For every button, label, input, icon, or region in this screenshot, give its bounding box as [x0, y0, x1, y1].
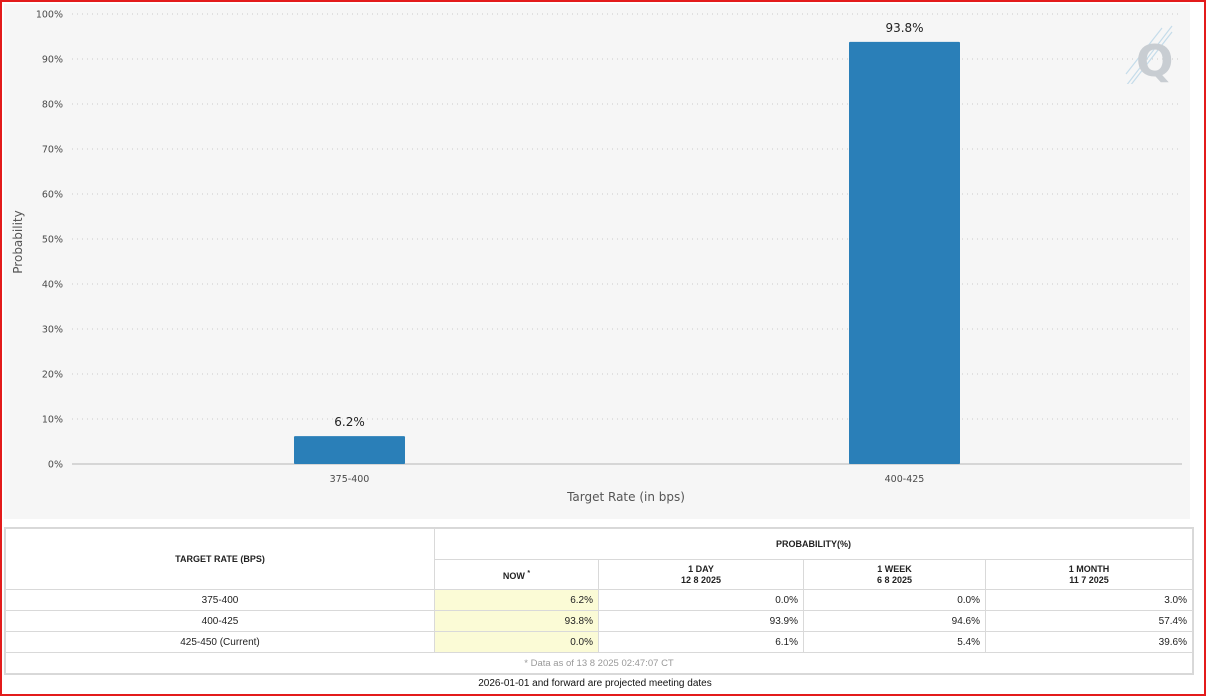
x-tick-label: 375-400 [330, 474, 370, 485]
week-cell: 5.4% [803, 631, 986, 653]
col-header-1-week: 1 WEEK 6 8 2025 [803, 559, 986, 590]
month-cell: 3.0% [985, 589, 1193, 611]
y-tick-label: 20% [42, 370, 63, 381]
month-cell: 57.4% [985, 610, 1193, 632]
bar[interactable] [849, 41, 960, 465]
y-tick-label: 60% [42, 190, 63, 201]
table-row: 400-425 93.8% 93.9% 94.6% 57.4% [5, 610, 1193, 632]
now-cell: 93.8% [434, 610, 599, 632]
col-header-1-month: 1 MONTH 11 7 2025 [985, 559, 1193, 590]
col-header-1-day: 1 DAY 12 8 2025 [598, 559, 804, 590]
chart-area: 0% 10% 20% 30% 40% 50% 60% 70% 80% 90% 100% 6.2% 93… [4, 4, 1190, 519]
y-tick-label: 50% [42, 235, 63, 246]
now-cell: 0.0% [434, 631, 599, 653]
target-rate-header: TARGET RATE (BPS) [5, 528, 435, 590]
q-logo-icon: Q [1125, 25, 1173, 84]
col-header-now-marker: * [527, 569, 531, 577]
y-tick-label: 100% [36, 10, 63, 21]
y-tick-label: 40% [42, 280, 63, 291]
day-cell: 0.0% [598, 589, 804, 611]
table-row: 425-450 (Current) 0.0% 6.1% 5.4% 39.6% [5, 631, 1193, 653]
col-header-date: 12 8 2025 [680, 574, 722, 585]
month-cell: 39.6% [985, 631, 1193, 653]
y-axis-ticks: 0% 10% 20% 30% 40% 50% 60% 70% 80% 90% 100% [36, 10, 63, 471]
now-cell: 6.2% [434, 589, 599, 611]
probability-table: TARGET RATE (BPS) PROBABILITY(%) NOW * 1… [5, 528, 1193, 674]
rate-cell: 375-400 [5, 589, 435, 611]
day-cell: 93.9% [598, 610, 804, 632]
week-cell: 94.6% [803, 610, 986, 632]
col-header-now-label: NOW [502, 570, 525, 581]
x-axis-ticks: 375-400 400-425 [330, 474, 925, 485]
data-timestamp-footnote: * Data as of 13 8 2025 02:47:07 CT [5, 652, 1193, 674]
y-tick-label: 90% [42, 55, 63, 66]
x-tick-label: 400-425 [885, 474, 925, 485]
svg-text:Q: Q [1136, 36, 1173, 84]
table-row: 375-400 6.2% 0.0% 0.0% 3.0% [5, 589, 1193, 611]
probability-header: PROBABILITY(%) [434, 528, 1193, 560]
y-tick-label: 0% [48, 460, 63, 471]
probability-table-container: TARGET RATE (BPS) PROBABILITY(%) NOW * 1… [4, 527, 1194, 675]
week-cell: 0.0% [803, 589, 986, 611]
y-tick-label: 30% [42, 325, 63, 336]
col-header-label: 1 WEEK [877, 563, 912, 574]
day-cell: 6.1% [598, 631, 804, 653]
col-header-now: NOW * [434, 559, 599, 590]
y-axis-title: Probability [11, 210, 25, 273]
y-tick-label: 70% [42, 145, 63, 156]
bar-data-label: 93.8% [885, 21, 923, 35]
rate-cell: 400-425 [5, 610, 435, 632]
x-axis-title: Target Rate (in bps) [566, 490, 685, 504]
y-tick-label: 80% [42, 100, 63, 111]
bar-data-label: 6.2% [334, 415, 365, 429]
y-tick-label: 10% [42, 415, 63, 426]
projected-dates-note: 2026-01-01 and forward are projected mee… [478, 678, 712, 689]
bar[interactable] [294, 436, 405, 464]
col-header-label: 1 MONTH [1068, 563, 1110, 574]
col-header-date: 11 7 2025 [1069, 574, 1109, 585]
col-header-date: 6 8 2025 [876, 574, 913, 585]
col-header-label: 1 DAY [688, 563, 714, 574]
rate-cell: 425-450 (Current) [5, 631, 435, 653]
bar-chart: 0% 10% 20% 30% 40% 50% 60% 70% 80% 90% 100% 6.2% 93… [11, 10, 1182, 504]
gridlines [72, 13, 1182, 465]
bars: 6.2% 93.8% [294, 21, 960, 465]
